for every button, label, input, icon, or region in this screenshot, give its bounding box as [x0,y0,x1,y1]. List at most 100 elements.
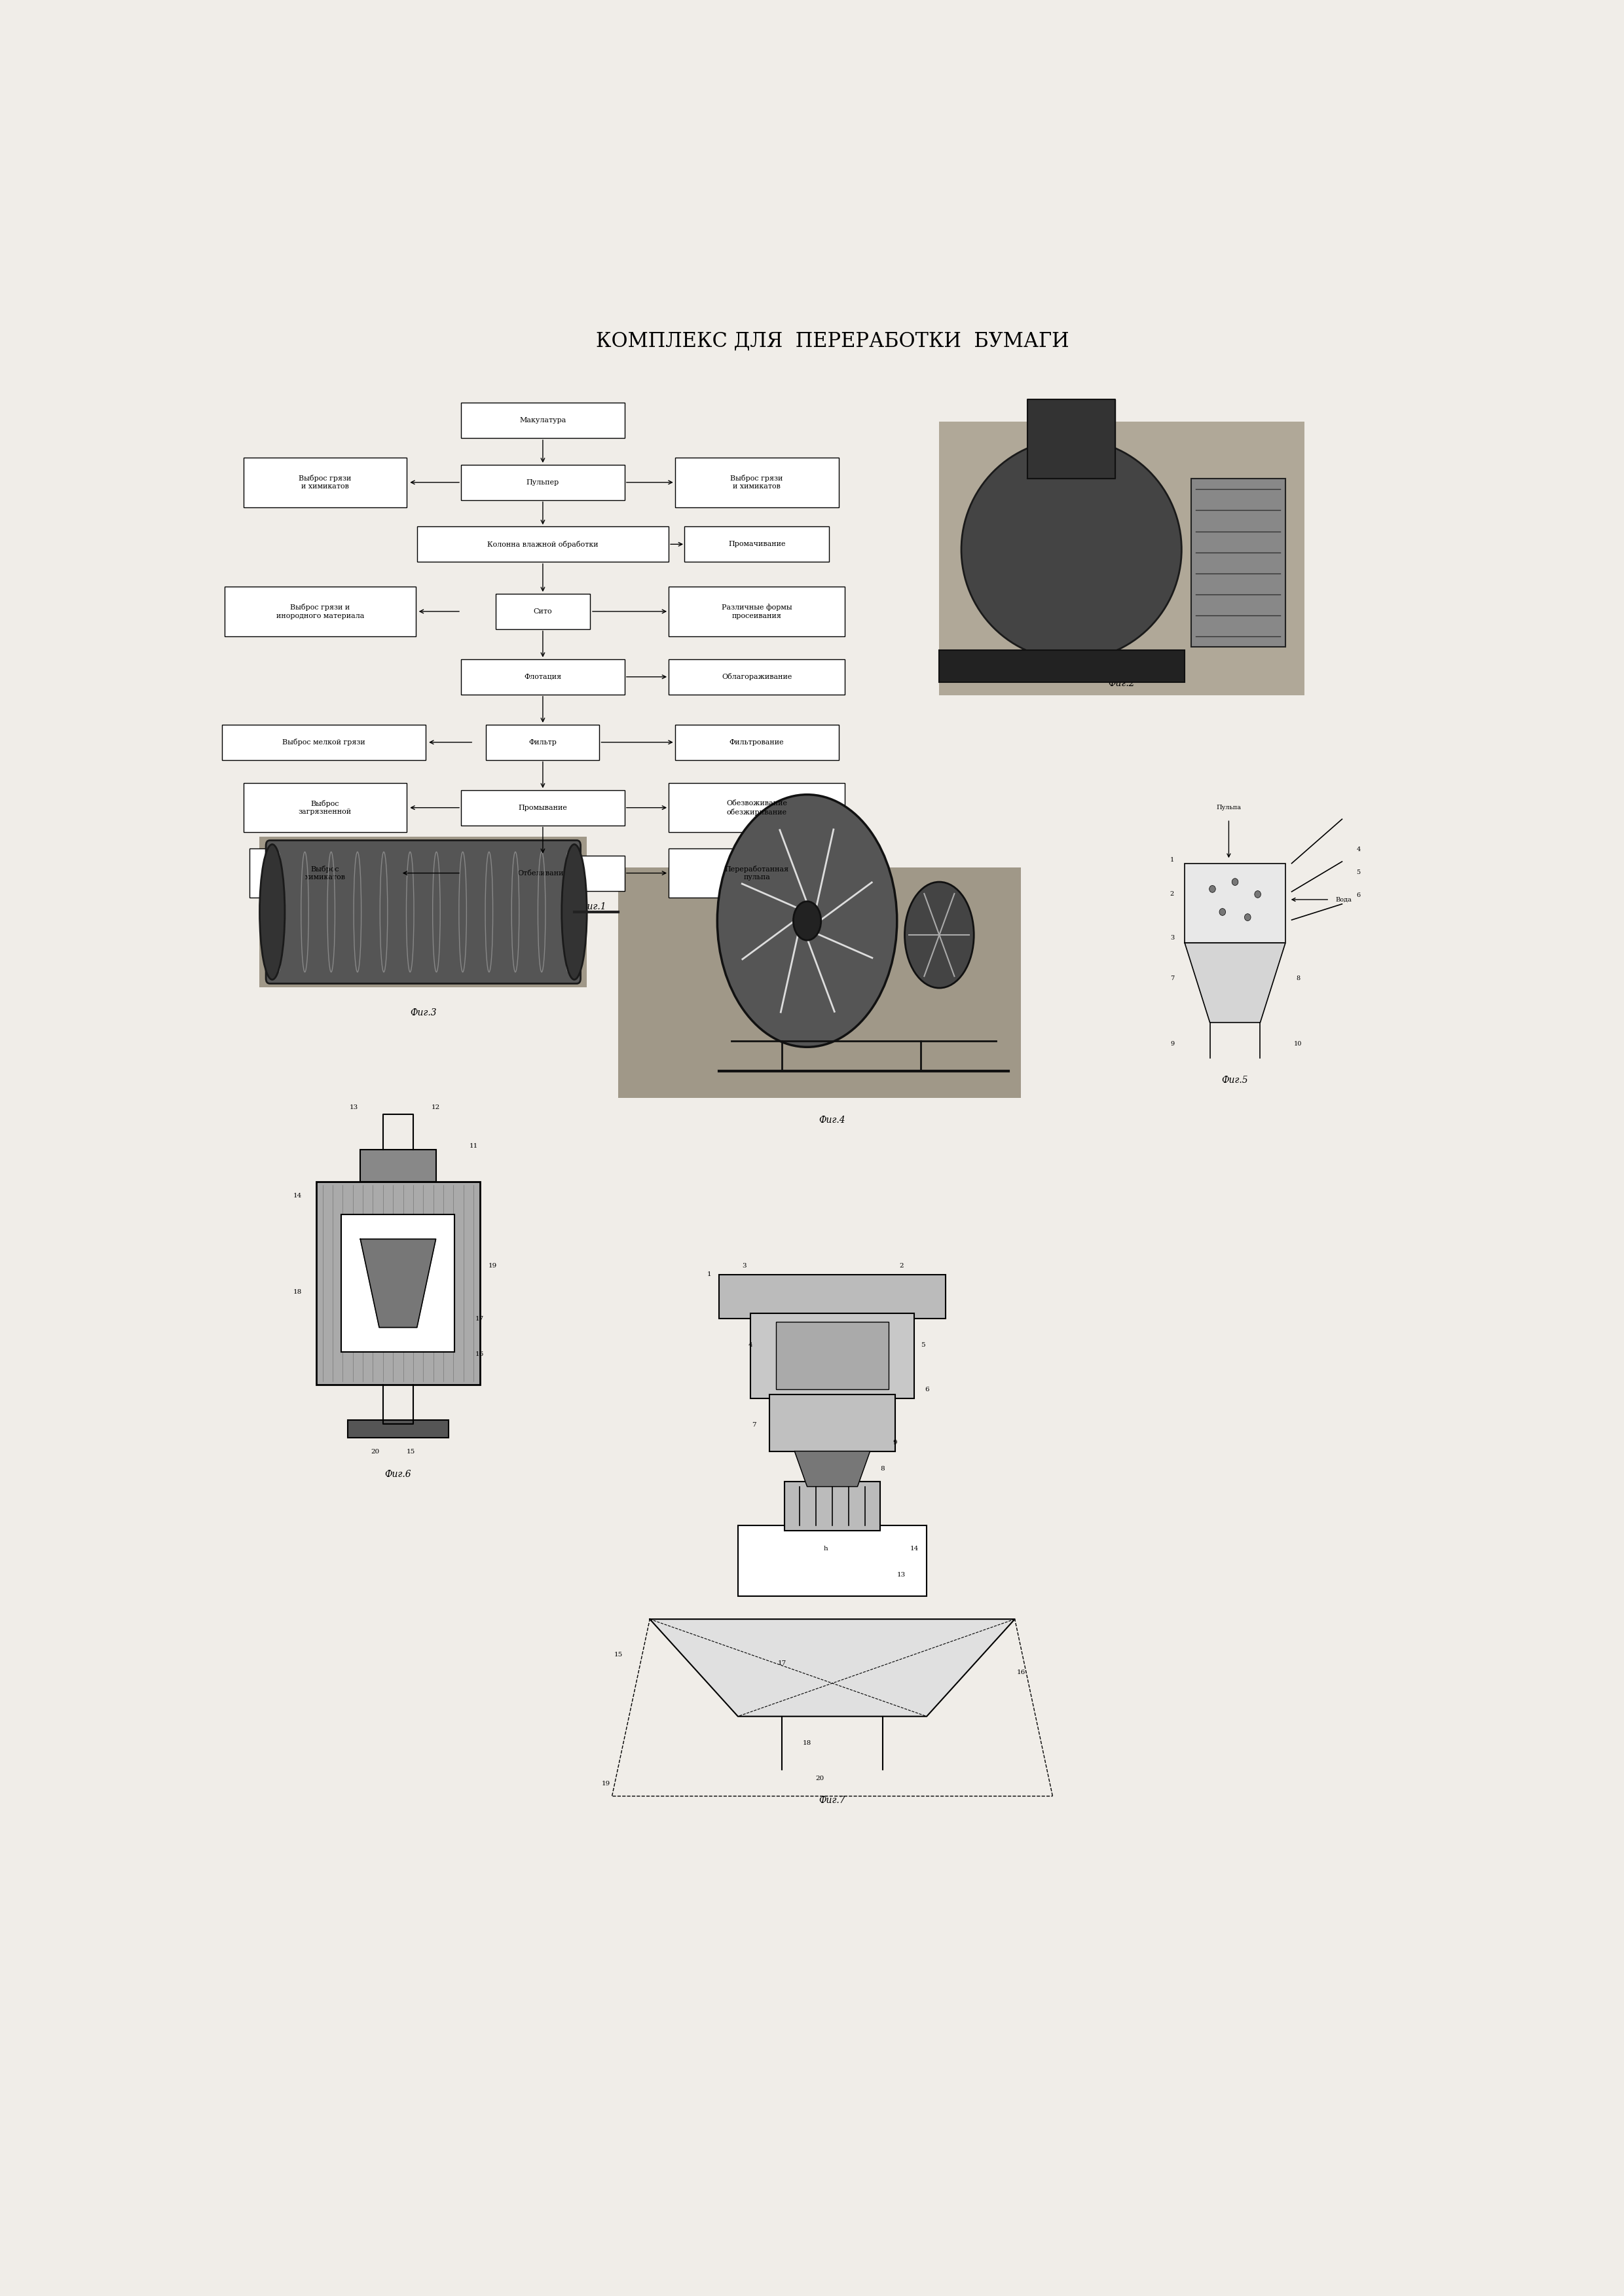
FancyBboxPatch shape [461,659,625,693]
Text: Фиг.3: Фиг.3 [409,1008,437,1017]
Text: Выброс грязи
и химикатов: Выброс грязи и химикатов [299,475,351,489]
Text: 3: 3 [1169,934,1174,941]
Text: Флотация: Флотация [525,673,562,680]
Ellipse shape [718,794,896,1047]
Text: 20: 20 [815,1775,823,1782]
Ellipse shape [260,845,284,980]
FancyBboxPatch shape [417,526,669,563]
Text: Облагораживание: Облагораживание [721,673,793,680]
FancyBboxPatch shape [669,783,844,833]
Bar [784,1481,880,1531]
Text: 8: 8 [880,1465,885,1472]
Text: Фиг.2: Фиг.2 [1109,680,1135,689]
Bar [750,1313,914,1398]
Text: 19: 19 [489,1263,497,1267]
Text: 3: 3 [742,1263,747,1267]
Text: Выброс грязи и
инородного материала: Выброс грязи и инородного материала [276,604,364,620]
Bar [939,650,1186,682]
Text: 1: 1 [1169,856,1174,863]
Text: 15: 15 [406,1449,416,1456]
Text: 16: 16 [1017,1669,1025,1676]
FancyBboxPatch shape [224,588,416,636]
Text: Различные формы
просеивания: Различные формы просеивания [721,604,793,620]
Text: 7: 7 [752,1421,757,1428]
Polygon shape [1184,944,1286,1022]
Text: 20: 20 [372,1449,380,1456]
Text: 6: 6 [1356,893,1361,898]
Bar [719,1274,945,1318]
Text: Фиг.6: Фиг.6 [385,1469,411,1479]
Text: Фильтр: Фильтр [529,739,557,746]
Text: 17: 17 [476,1316,484,1322]
Text: Промачивание: Промачивание [728,542,786,546]
Text: Переработанная
пульпа: Переработанная пульпа [724,866,789,882]
FancyBboxPatch shape [669,847,844,898]
FancyBboxPatch shape [676,457,838,507]
Text: 18: 18 [802,1740,812,1745]
Text: 18: 18 [292,1288,302,1295]
Ellipse shape [562,845,586,980]
FancyBboxPatch shape [244,783,408,833]
Text: 13: 13 [896,1573,906,1577]
FancyBboxPatch shape [244,457,408,507]
Text: Выброс грязи
и химикатов: Выброс грязи и химикатов [731,475,783,489]
Ellipse shape [1220,909,1226,916]
Text: Выброс мелкой грязи: Выброс мелкой грязи [283,739,365,746]
Ellipse shape [1244,914,1250,921]
Text: 14: 14 [909,1545,919,1552]
FancyBboxPatch shape [461,856,625,891]
Ellipse shape [961,439,1182,659]
Bar [1190,480,1286,647]
Text: Колонна влажной обработки: Колонна влажной обработки [487,540,598,549]
Text: Фиг.1: Фиг.1 [580,902,606,912]
Bar [348,1421,448,1437]
Text: 4: 4 [749,1343,752,1348]
Text: Фиг.4: Фиг.4 [818,1116,846,1125]
FancyBboxPatch shape [676,726,838,760]
Text: Обезвоживание
обезжиривание: Обезвоживание обезжиривание [726,799,788,815]
Bar [619,868,1021,1097]
Bar [317,1182,481,1384]
Text: 11: 11 [469,1143,477,1150]
FancyBboxPatch shape [461,790,625,824]
Text: Выброс
химикатов: Выброс химикатов [305,866,346,882]
Polygon shape [794,1451,870,1486]
Text: 9: 9 [893,1440,898,1444]
Text: 2: 2 [1169,891,1174,898]
Text: 6: 6 [924,1387,929,1391]
Text: Пульпер: Пульпер [526,480,559,487]
Text: 16: 16 [476,1350,484,1357]
Text: 12: 12 [866,1515,874,1522]
Bar [737,1525,927,1596]
Text: 5: 5 [1356,870,1361,875]
Text: 1: 1 [706,1272,711,1277]
Text: КОМПЛЕКС ДЛЯ  ПЕРЕРАБОТКИ  БУМАГИ: КОМПЛЕКС ДЛЯ ПЕРЕРАБОТКИ БУМАГИ [596,331,1069,351]
Text: Фильтрование: Фильтрование [729,739,784,746]
Bar [776,1322,888,1389]
Text: 9: 9 [1171,1040,1174,1047]
Text: 10: 10 [851,1497,859,1504]
Text: Выброс
загрязненной: Выброс загрязненной [299,799,352,815]
Bar [770,1394,895,1451]
Text: 12: 12 [432,1104,440,1111]
FancyBboxPatch shape [495,595,590,629]
Text: Фиг.5: Фиг.5 [1221,1075,1249,1084]
Text: 10: 10 [1294,1040,1302,1047]
Ellipse shape [1255,891,1260,898]
FancyBboxPatch shape [669,659,844,693]
FancyBboxPatch shape [250,847,401,898]
Text: 14: 14 [292,1194,302,1199]
Ellipse shape [1233,879,1237,886]
Text: 2: 2 [900,1263,903,1267]
Text: 17: 17 [778,1660,786,1667]
FancyBboxPatch shape [461,402,625,439]
Text: 7: 7 [1169,976,1174,980]
Text: 11: 11 [796,1492,806,1499]
FancyBboxPatch shape [684,526,830,563]
Text: 4: 4 [1356,847,1361,852]
Text: Промывание: Промывание [518,804,567,810]
Text: 8: 8 [1296,976,1299,980]
Text: Отбеливание: Отбеливание [518,870,568,877]
Text: 15: 15 [614,1651,622,1658]
Text: Фиг.7: Фиг.7 [818,1795,846,1805]
